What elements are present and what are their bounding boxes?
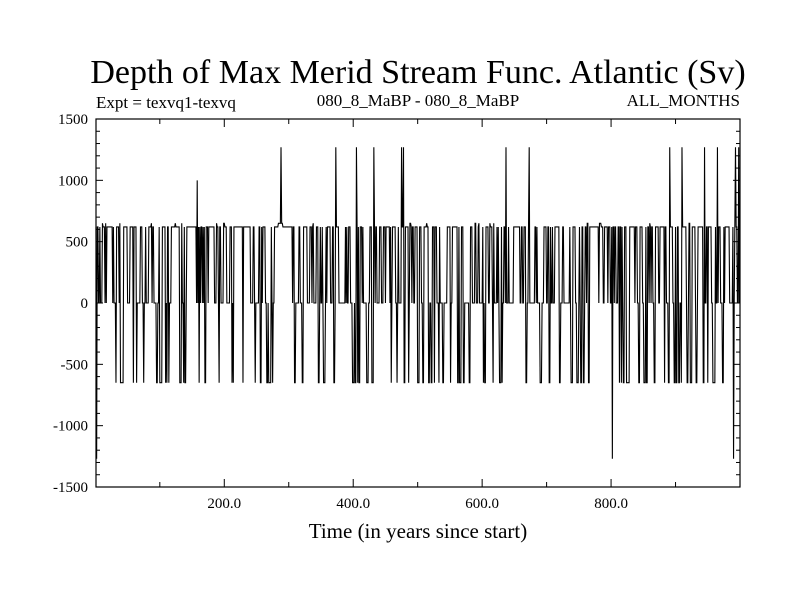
y-tick-label: 1000 [58, 173, 88, 189]
period-label: 080_8_MaBP - 080_8_MaBP [317, 91, 519, 110]
x-axis-label: Time (in years since start) [309, 519, 528, 543]
y-tick-label: -500 [61, 357, 89, 373]
x-tick-label: 200.0 [207, 496, 241, 512]
x-tick-label: 800.0 [594, 496, 628, 512]
y-tick-label: 500 [66, 235, 89, 251]
x-tick-label: 600.0 [465, 496, 499, 512]
y-tick-label: 1500 [58, 112, 88, 128]
experiment-label: Expt = texvq1-texvq [96, 93, 236, 112]
x-tick-label: 400.0 [336, 496, 370, 512]
y-axis-ticks: 1500 1000 500 0 -500 -1000 -1500 [53, 112, 740, 496]
y-tick-label: 0 [81, 296, 89, 312]
chart-title: Depth of Max Merid Stream Func. Atlantic… [90, 54, 745, 91]
months-label: ALL_MONTHS [627, 91, 740, 110]
x-axis-ticks: 200.0 400.0 600.0 800.0 [159, 119, 677, 512]
series-group [95, 147, 740, 459]
y-tick-label: -1500 [53, 480, 88, 496]
series-line [95, 147, 740, 459]
y-tick-label: -1000 [53, 419, 88, 435]
plot-frame [95, 118, 741, 488]
